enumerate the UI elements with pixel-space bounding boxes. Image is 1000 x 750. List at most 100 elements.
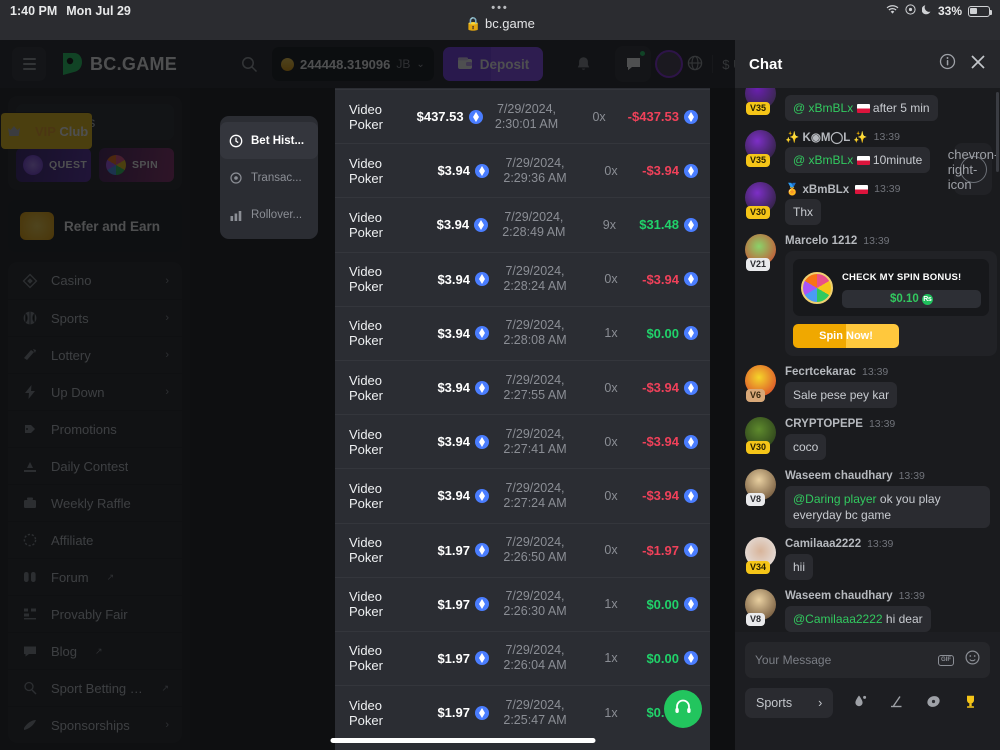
mention[interactable]: @Daring player	[793, 492, 877, 506]
table-row[interactable]: Video Poker $3.94 7/29/2024, 2:27:55 AM 0x -$3…	[335, 359, 710, 414]
eth-icon	[684, 163, 698, 178]
rank-icon[interactable]	[889, 694, 904, 712]
message-bubble: Thx	[785, 199, 822, 225]
chat-message: V8 Waseem chaudhary 13:39 @Daring player…	[745, 469, 990, 528]
mention[interactable]: @ xBmBLx	[793, 101, 854, 115]
chat-messages[interactable]: V35 @ xBmBLx after 5 min V35 ✨ K◉M◯L ✨ 1…	[735, 88, 1000, 632]
eth-icon	[684, 597, 698, 612]
bet-amount: $3.94	[437, 380, 470, 396]
vip-badge: V6	[746, 389, 766, 402]
table-row[interactable]: Video Poker $1.97 7/29/2024, 2:26:50 AM 0x -$1…	[335, 522, 710, 577]
sender-name[interactable]: ✨ K◉M◯L ✨	[785, 132, 868, 144]
eth-icon	[468, 109, 483, 124]
eth-icon	[475, 543, 489, 558]
message-header: 🏅 xBmBLx 13:39	[785, 182, 990, 196]
payout-amount: $31.48	[639, 217, 679, 233]
cell-payout: -$3.94	[641, 488, 710, 503]
bet-amount: $1.97	[437, 542, 470, 558]
chat-scrollbar[interactable]	[996, 92, 999, 172]
sender-name[interactable]: Marcelo 1212	[785, 235, 858, 247]
mention[interactable]: @ xBmBLx	[793, 153, 854, 167]
cell-payout: $0.00	[641, 597, 710, 612]
message-header: Camilaaa2222 13:39	[785, 537, 990, 551]
bet-amount: $3.94	[437, 271, 470, 287]
cell-bet: $3.94	[397, 272, 489, 287]
table-row[interactable]: Video Poker $3.94 7/29/2024, 2:29:36 AM 0x -$3…	[335, 143, 710, 197]
eth-icon	[475, 651, 489, 666]
table-row[interactable]: Video Poker $3.94 7/29/2024, 2:27:41 AM 0x -$3…	[335, 414, 710, 468]
cell-time: 7/29/2024, 2:26:50 AM	[503, 535, 567, 565]
chat-scroll-next-button[interactable]: chevron-right-icon	[948, 143, 998, 195]
eth-icon	[475, 597, 489, 612]
table-row[interactable]: Video Poker $3.94 7/29/2024, 2:27:24 AM 0x -$3…	[335, 468, 710, 522]
cell-time: 7/29/2024, 2:30:01 AM	[494, 101, 559, 131]
modal-inner: Bet Hist... Transac... Rollover...	[190, 88, 735, 750]
trophy-icon[interactable]	[963, 694, 978, 712]
status-date: Mon Jul 29	[66, 4, 131, 18]
table-row[interactable]: Video Poker $1.97 7/29/2024, 2:26:04 AM 1x $0.…	[335, 630, 710, 685]
eth-icon	[684, 272, 698, 287]
cell-game: Video Poker	[349, 697, 383, 728]
emoji-icon[interactable]	[965, 650, 980, 670]
info-icon[interactable]	[939, 53, 956, 75]
cell-time: 7/29/2024, 2:26:30 AM	[503, 589, 567, 619]
support-button[interactable]	[664, 690, 702, 728]
table-row[interactable]: Video Poker $3.94 7/29/2024, 2:28:08 AM 1x $0.…	[335, 305, 710, 360]
cell-game: Video Poker	[349, 155, 383, 186]
eth-icon	[475, 163, 489, 178]
tab-label: Transac...	[251, 171, 302, 184]
gif-icon[interactable]: GIF	[938, 654, 954, 666]
battery-percent: 33%	[937, 4, 962, 18]
message-header: Waseem chaudhary 13:39	[785, 469, 990, 483]
table-row[interactable]: Video Poker $3.94 7/29/2024, 2:28:24 AM 0x -$3…	[335, 251, 710, 306]
tab-rollover[interactable]: Rollover...	[220, 196, 318, 233]
spin-now-button[interactable]: Spin Now!	[793, 324, 899, 348]
bet-amount: $1.97	[437, 596, 470, 612]
cell-payout: -$3.94	[641, 434, 710, 449]
sender-name[interactable]: CRYPTOPEPE	[785, 418, 863, 430]
close-icon[interactable]	[970, 54, 986, 75]
bet-history-modal: Bet Hist... Transac... Rollover...	[190, 88, 735, 750]
cell-multiplier: 1x	[604, 597, 618, 612]
table-row[interactable]: Video Poker $1.97 7/29/2024, 2:25:47 AM 1x $0.…	[335, 685, 710, 739]
coin-icon[interactable]	[926, 694, 941, 712]
mention[interactable]: @Camilaaa2222	[793, 612, 883, 626]
eth-icon	[684, 651, 698, 666]
table-row[interactable]: Video Poker $437.53 7/29/2024, 2:30:01 AM 0x -…	[335, 89, 710, 143]
address-bar[interactable]: 🔒 bc.game	[465, 16, 535, 31]
sender-name[interactable]: Waseem chaudhary	[785, 590, 893, 602]
message-input[interactable]: Your Message GIF	[745, 642, 990, 678]
payout-amount: $0.00	[646, 650, 679, 666]
cell-bet: $1.97	[397, 543, 489, 558]
ios-status-bar: 1:40 PM Mon Jul 29 ••• 🔒 bc.game 33%	[0, 0, 1000, 40]
bet-history-table[interactable]: Video Poker $437.53 7/29/2024, 2:30:01 AM 0x -…	[335, 88, 710, 750]
cell-payout: -$3.94	[641, 163, 710, 178]
chat-message: V30 CRYPTOPEPE 13:39 coco	[745, 417, 990, 460]
tab-bet-history[interactable]: Bet Hist...	[220, 122, 318, 159]
payout-amount: -$437.53	[627, 109, 679, 125]
message-header: Fecrtcekarac 13:39	[785, 365, 990, 379]
cell-bet: $3.94	[397, 488, 489, 503]
bet-amount: $3.94	[437, 325, 470, 341]
table-row[interactable]: Video Poker $3.94 7/29/2024, 2:28:49 AM 9x $31…	[335, 197, 710, 251]
rain-icon[interactable]	[853, 694, 867, 712]
spin-bonus-title: CHECK MY SPIN BONUS!	[842, 272, 962, 283]
moon-icon	[921, 4, 932, 18]
cell-payout: -$437.53	[628, 109, 710, 124]
timestamp: 13:39	[868, 418, 896, 430]
amount-value: $0.10	[890, 293, 919, 305]
sender-name[interactable]: Camilaaa2222	[785, 538, 862, 550]
sender-name[interactable]: 🏅 xBmBLx	[785, 184, 850, 196]
cell-bet: $3.94	[397, 434, 489, 449]
vip-badge: V34	[746, 561, 771, 574]
cell-payout: -$1.97	[641, 543, 710, 558]
table-row[interactable]: Video Poker $1.97 7/29/2024, 2:26:30 AM 1x $0.…	[335, 576, 710, 631]
sender-name[interactable]: Waseem chaudhary	[785, 470, 893, 482]
message-text: ok you play everyday bc game	[793, 492, 941, 522]
flag-icon	[856, 104, 870, 113]
sender-name[interactable]: Fecrtcekarac	[785, 366, 856, 378]
tab-transactions[interactable]: Transac...	[220, 159, 318, 196]
sports-selector[interactable]: Sports ›	[745, 688, 834, 718]
tab-dots: •••	[491, 2, 509, 14]
clock-icon	[229, 134, 243, 148]
